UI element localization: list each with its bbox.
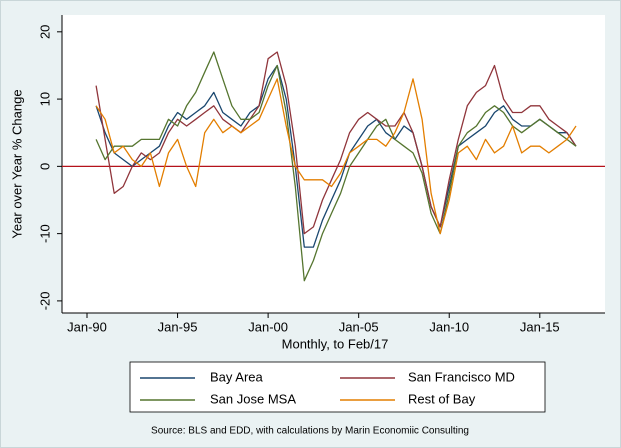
- series-line: [95, 78, 577, 235]
- series-line: [95, 64, 577, 248]
- y-tick-label: -10: [37, 224, 52, 243]
- y-tick-label: 0: [37, 163, 52, 170]
- y-tick-label: 20: [37, 25, 52, 39]
- y-axis-label: Year over Year % Change: [9, 89, 24, 238]
- y-tick-label: -20: [37, 291, 52, 310]
- source-note: Source: BLS and EDD, with calculations b…: [151, 426, 469, 437]
- legend-label: Rest of Bay: [408, 391, 476, 406]
- x-axis-label: Monthly, to Feb/17: [282, 336, 389, 351]
- series-line: [95, 51, 577, 235]
- x-tick-label: Jan-10: [429, 319, 469, 334]
- legend-label: Bay Area: [210, 369, 264, 384]
- series-line: [95, 51, 577, 282]
- x-tick-label: Jan-15: [520, 319, 560, 334]
- legend: [129, 361, 546, 413]
- plot-area: [62, 15, 605, 313]
- x-tick-label: Jan-05: [339, 319, 379, 334]
- legend-label: San Francisco MD: [408, 369, 515, 384]
- x-tick-label: Jan-00: [248, 319, 288, 334]
- y-tick-label: 10: [37, 92, 52, 106]
- x-tick-label: Jan-95: [158, 319, 198, 334]
- legend-label: San Jose MSA: [210, 391, 296, 406]
- x-tick-label: Jan-90: [67, 319, 107, 334]
